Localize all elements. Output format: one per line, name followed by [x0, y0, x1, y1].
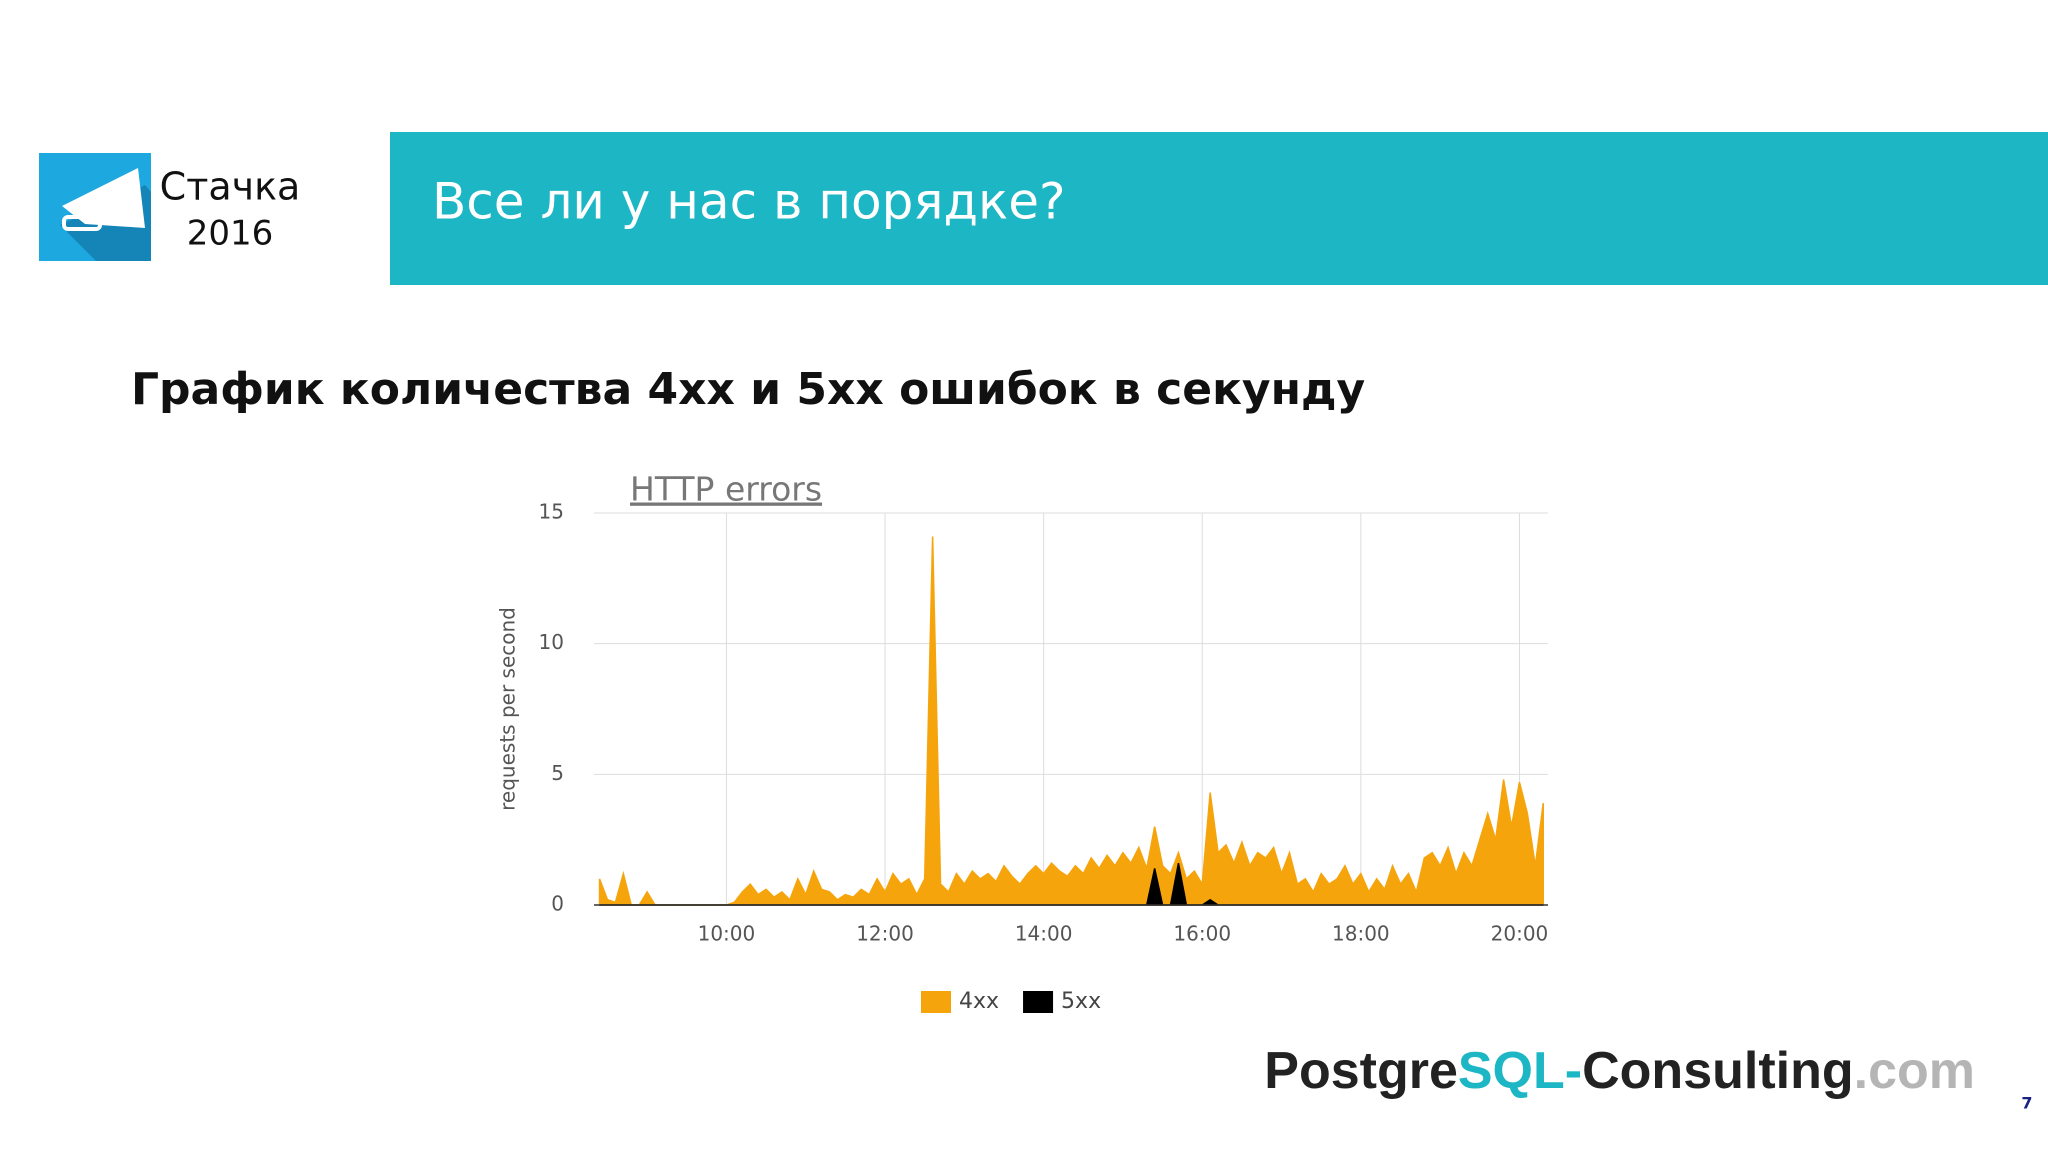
y-axis-label: requests per second	[496, 607, 520, 811]
footer-part: Consulting	[1582, 1042, 1854, 1100]
header-bar	[390, 132, 2048, 285]
legend-swatch	[921, 991, 951, 1013]
chart-title: HTTP errors	[630, 470, 822, 509]
year: 2016	[187, 214, 274, 254]
footer-part: .com	[1854, 1042, 1975, 1100]
footer-part: Postgre	[1264, 1042, 1458, 1100]
legend-label: 4xx	[959, 989, 999, 1014]
footer-logo: PostgreSQL-Consulting.com	[1264, 1042, 1975, 1100]
y-tick-label: 15	[539, 500, 564, 524]
x-tick-label: 20:00	[1491, 922, 1549, 946]
y-tick-label: 0	[551, 892, 564, 916]
x-tick-label: 10:00	[698, 922, 756, 946]
area	[598, 536, 1544, 906]
subtitle: График количества 4xx и 5xx ошибок в сек…	[131, 364, 1365, 415]
footer-part: -	[1565, 1042, 1582, 1100]
logo	[39, 153, 151, 261]
legend-label: 5xx	[1061, 989, 1101, 1014]
y-tick-label: 10	[539, 630, 564, 654]
page-number: 7	[2021, 1094, 2032, 1113]
y-tick-label: 5	[551, 761, 564, 785]
x-tick-label: 16:00	[1173, 922, 1231, 946]
slide-title: Все ли у нас в порядке?	[432, 173, 1066, 231]
footer-part: SQL	[1458, 1042, 1565, 1100]
x-tick-label: 18:00	[1332, 922, 1390, 946]
x-tick-label: 12:00	[856, 922, 914, 946]
brand: Стачка	[160, 165, 301, 209]
legend-swatch	[1023, 991, 1054, 1013]
x-tick-label: 14:00	[1015, 922, 1073, 946]
